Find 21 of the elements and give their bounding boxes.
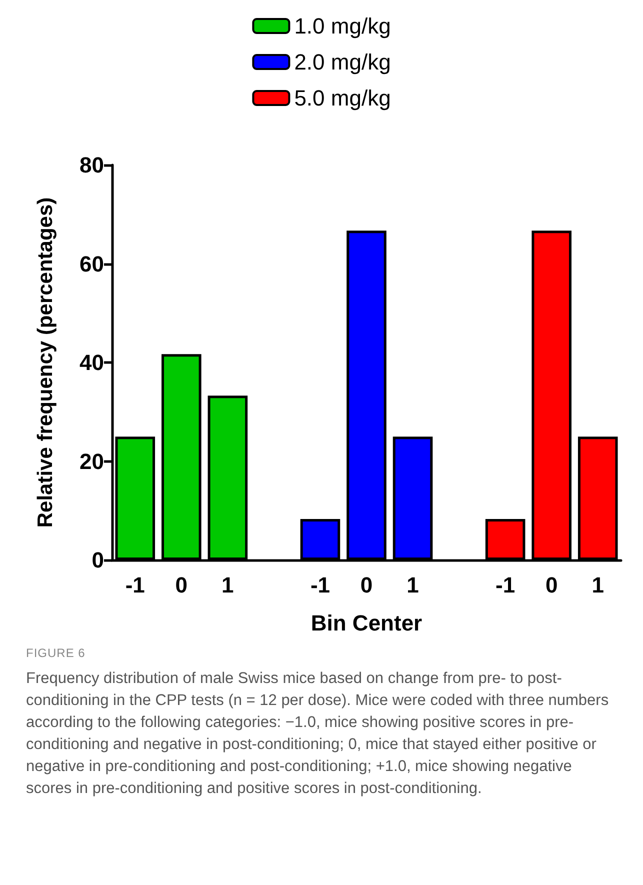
- legend-label: 5.0 mg/kg: [294, 86, 391, 110]
- x-tick-label: 1: [222, 572, 234, 598]
- x-tick-label: 1: [406, 572, 419, 598]
- x-tick-label: -1: [125, 572, 145, 598]
- y-axis-title: Relative frequency (percentages): [34, 197, 57, 528]
- caption: FIGURE 6: [26, 646, 86, 660]
- x-tick-label: 0: [545, 572, 558, 598]
- text: Frequency distribution of male Swiss mice based on change from pre- to post-conditioning in the CPP tests (n = 12 per dose). Mice were coded with three numbers according to the following categories: −1.0, mice showing positive scores in pre-conditioning and negative in post-conditioning; 0, mice that stayed either positive or negative in pre-conditioning and post-conditioning; +1.0, mice showing negative scores in pre-conditioning and positive scores in post-conditioning.: [26, 669, 610, 799]
- x-tick-label: -1: [496, 572, 516, 598]
- x-axis-title: Bin Center: [310, 610, 423, 636]
- x-tick-label: 1: [592, 572, 604, 598]
- y-tick-label: 20: [80, 448, 104, 474]
- x-tick-label: -1: [310, 572, 330, 598]
- y-tick-label: 40: [80, 350, 104, 375]
- y-tick-label: 0: [92, 548, 104, 572]
- y-tick-label: 80: [80, 152, 104, 178]
- y-tick-label: 60: [80, 251, 104, 276]
- legend-label: 1.0 mg/kg: [294, 14, 391, 38]
- x-tick-label: 0: [175, 572, 188, 598]
- legend-label: 2.0 mg/kg: [294, 50, 391, 74]
- x-tick-label: 0: [360, 572, 373, 598]
